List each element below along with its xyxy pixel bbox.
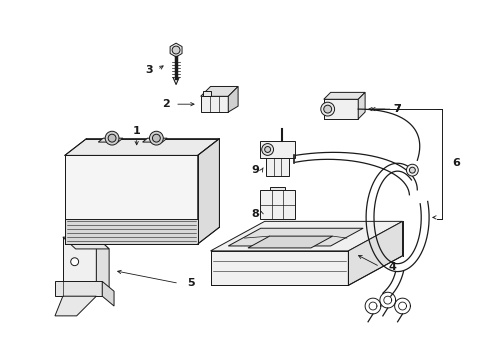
Polygon shape [170, 43, 182, 57]
Polygon shape [265, 158, 289, 176]
Circle shape [264, 147, 270, 152]
Polygon shape [96, 237, 109, 291]
Circle shape [108, 134, 116, 142]
Polygon shape [247, 236, 332, 248]
Polygon shape [65, 156, 197, 244]
Text: 6: 6 [452, 158, 460, 168]
Polygon shape [55, 282, 102, 296]
Polygon shape [210, 251, 347, 285]
Polygon shape [259, 141, 295, 158]
Polygon shape [200, 86, 238, 96]
Text: 5: 5 [186, 278, 194, 288]
Polygon shape [102, 282, 114, 306]
Polygon shape [323, 93, 365, 99]
Circle shape [105, 131, 119, 145]
Polygon shape [55, 296, 96, 316]
Polygon shape [197, 139, 219, 244]
Circle shape [408, 167, 414, 173]
Polygon shape [65, 139, 219, 156]
Text: 1: 1 [133, 126, 140, 136]
Polygon shape [142, 138, 167, 142]
Circle shape [261, 144, 273, 156]
Text: 9: 9 [250, 165, 258, 175]
Text: 8: 8 [250, 210, 258, 220]
Circle shape [323, 105, 331, 113]
Polygon shape [202, 91, 210, 96]
Text: 4: 4 [388, 262, 396, 272]
Polygon shape [259, 190, 295, 219]
Circle shape [172, 46, 180, 54]
Circle shape [320, 102, 334, 116]
Circle shape [406, 164, 417, 176]
Polygon shape [65, 219, 197, 244]
Polygon shape [63, 237, 109, 249]
Polygon shape [358, 93, 365, 119]
Polygon shape [269, 187, 285, 190]
Circle shape [71, 258, 79, 266]
Text: 3: 3 [145, 65, 153, 75]
Circle shape [152, 134, 160, 142]
Polygon shape [347, 221, 402, 285]
Polygon shape [63, 237, 96, 282]
Polygon shape [200, 96, 228, 112]
Text: 7: 7 [393, 104, 401, 114]
Circle shape [149, 131, 163, 145]
Polygon shape [228, 228, 363, 246]
Polygon shape [228, 86, 238, 112]
Polygon shape [98, 138, 122, 142]
Polygon shape [323, 99, 358, 119]
Text: 7: 7 [393, 104, 401, 114]
Polygon shape [210, 221, 402, 251]
Text: 2: 2 [162, 99, 170, 109]
